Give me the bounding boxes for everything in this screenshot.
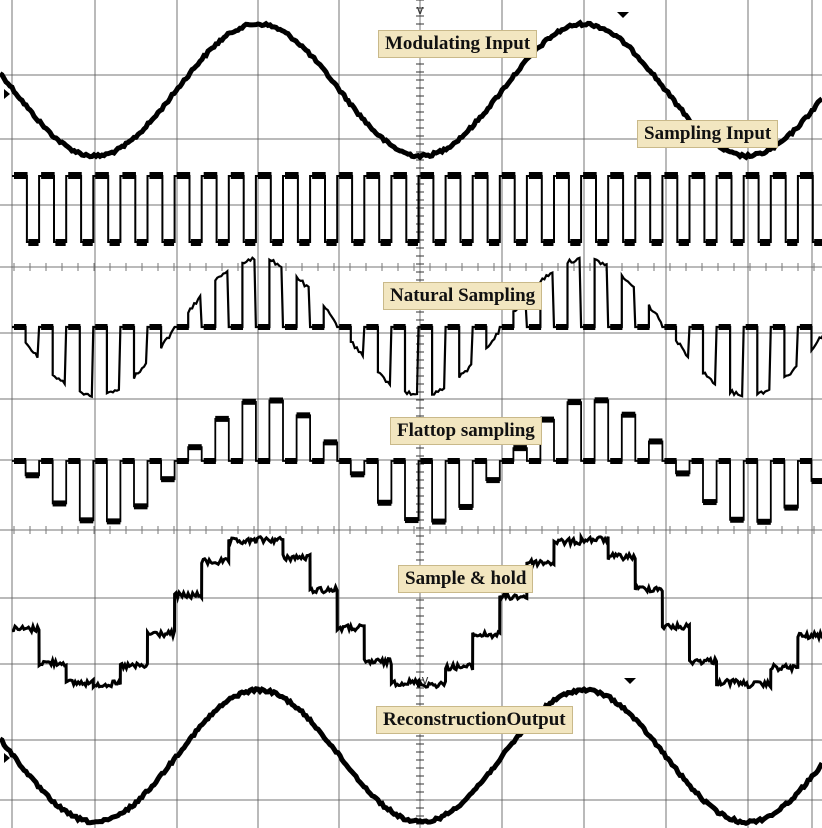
sample-hold-trace bbox=[11, 531, 822, 692]
sampling-input-pulse-bottom bbox=[543, 239, 554, 246]
sampling-input-pulse-top bbox=[718, 172, 733, 179]
level-marker-left-1 bbox=[4, 89, 10, 99]
sampling-input-pulse-top bbox=[745, 172, 760, 179]
sampling-input-pulse-top bbox=[583, 172, 597, 179]
sample-hold-label: Sample & hold bbox=[398, 565, 534, 593]
center-arrow-bottom: v bbox=[421, 673, 428, 687]
tick-row-1 bbox=[13, 526, 815, 534]
sampling-input-pulse-top bbox=[257, 172, 272, 179]
sampling-input-pulse-bottom bbox=[759, 239, 771, 246]
sampling-input-pulse-top bbox=[312, 172, 326, 179]
sampling-input-pulse-bottom bbox=[814, 239, 822, 246]
sampling-input-pulse-bottom bbox=[299, 239, 310, 246]
sampling-input-pulse-top bbox=[501, 172, 516, 179]
sampling-input-pulse-bottom bbox=[326, 239, 337, 246]
sampling-input-pulse-bottom bbox=[272, 239, 283, 246]
level-marker-left-2 bbox=[4, 753, 10, 763]
sampling-input-pulse-bottom bbox=[434, 239, 446, 246]
center-arrow-top: v bbox=[416, 3, 423, 17]
trigger-markers: v v bbox=[4, 3, 636, 763]
sampling-input-pulse-bottom bbox=[28, 239, 39, 246]
sampling-input-pulse-top bbox=[41, 172, 55, 179]
flattop-sampling-trace bbox=[12, 399, 822, 523]
natural-sampling-trace bbox=[12, 256, 822, 399]
sampling-input-pulse-top bbox=[556, 172, 570, 179]
trigger-marker-bottom bbox=[624, 678, 636, 684]
sampling-input-pulse-top bbox=[664, 172, 678, 179]
sampling-input-label: Sampling Input bbox=[637, 120, 779, 148]
sampling-input-pulse-bottom bbox=[82, 239, 93, 246]
sampling-input-pulse-top bbox=[339, 172, 353, 179]
sampling-input-pulse-top bbox=[447, 172, 462, 179]
modulating-input-trace bbox=[0, 19, 822, 161]
sampling-input-pulse-top bbox=[230, 172, 245, 179]
tick-row-0 bbox=[13, 263, 815, 271]
sampling-input-pulse-bottom bbox=[136, 239, 147, 246]
sampling-input-pulse-top bbox=[95, 172, 109, 179]
sampling-input-pulse-bottom bbox=[461, 239, 473, 246]
sampling-input-pulse-bottom bbox=[217, 239, 229, 246]
sampling-input-pulse-bottom bbox=[353, 239, 364, 246]
sampling-input-pulse-bottom bbox=[407, 239, 418, 246]
sampling-input-pulse-bottom bbox=[380, 239, 391, 246]
flattop-sampling-label: Flattop sampling bbox=[390, 417, 542, 445]
center-axis-ticks bbox=[416, 0, 424, 825]
sampling-input-pulse-top bbox=[637, 172, 651, 179]
sampling-input-pulse-top bbox=[691, 172, 706, 179]
sampling-input-pulse-bottom bbox=[163, 239, 175, 246]
traces bbox=[0, 19, 822, 826]
sampling-input-pulse-bottom bbox=[624, 239, 635, 246]
reconstruction-output-label: ReconstructionOutput bbox=[376, 706, 573, 734]
sampling-input-pulse-top bbox=[799, 172, 814, 179]
sampling-input-pulse-top bbox=[122, 172, 136, 179]
sampling-input-pulse-top bbox=[772, 172, 787, 179]
trigger-marker-top bbox=[617, 12, 629, 18]
sampling-input-pulse-bottom bbox=[705, 239, 717, 246]
sampling-input-pulse-bottom bbox=[597, 239, 608, 246]
sampling-input-pulse-top bbox=[176, 172, 191, 179]
sampling-input-pulse-bottom bbox=[570, 239, 581, 246]
sampling-input-pulse-top bbox=[203, 172, 218, 179]
sampling-input-pulse-top bbox=[366, 172, 380, 179]
sampling-input-pulse-top bbox=[420, 172, 435, 179]
sampling-input-pulse-top bbox=[285, 172, 299, 179]
sampling-input-pulse-bottom bbox=[109, 239, 120, 246]
sampling-input-pulse-top bbox=[149, 172, 164, 179]
sampling-input-pulse-bottom bbox=[190, 239, 202, 246]
natural-sampling-label: Natural Sampling bbox=[383, 282, 543, 310]
sampling-input-pulse-top bbox=[393, 172, 407, 179]
sampling-input-pulse-top bbox=[474, 172, 489, 179]
modulating-input-label: Modulating Input bbox=[378, 30, 538, 58]
sampling-input-pulse-bottom bbox=[55, 239, 66, 246]
reconstruction-output-trace bbox=[0, 686, 822, 826]
sampling-input-pulse-top bbox=[528, 172, 543, 179]
sampling-input-pulse-top bbox=[14, 172, 28, 179]
sampling-input-pulse-bottom bbox=[516, 239, 527, 246]
sampling-input-pulse-bottom bbox=[651, 239, 662, 246]
sampling-input-pulse-bottom bbox=[245, 239, 256, 246]
sampling-input-pulse-top bbox=[610, 172, 624, 179]
sampling-input-pulse-bottom bbox=[732, 239, 744, 246]
sampling-input-pulse-top bbox=[68, 172, 82, 179]
sampling-input-pulse-bottom bbox=[678, 239, 689, 246]
sampling-input-pulse-bottom bbox=[488, 239, 500, 246]
sampling-input-pulse-bottom bbox=[787, 239, 798, 246]
